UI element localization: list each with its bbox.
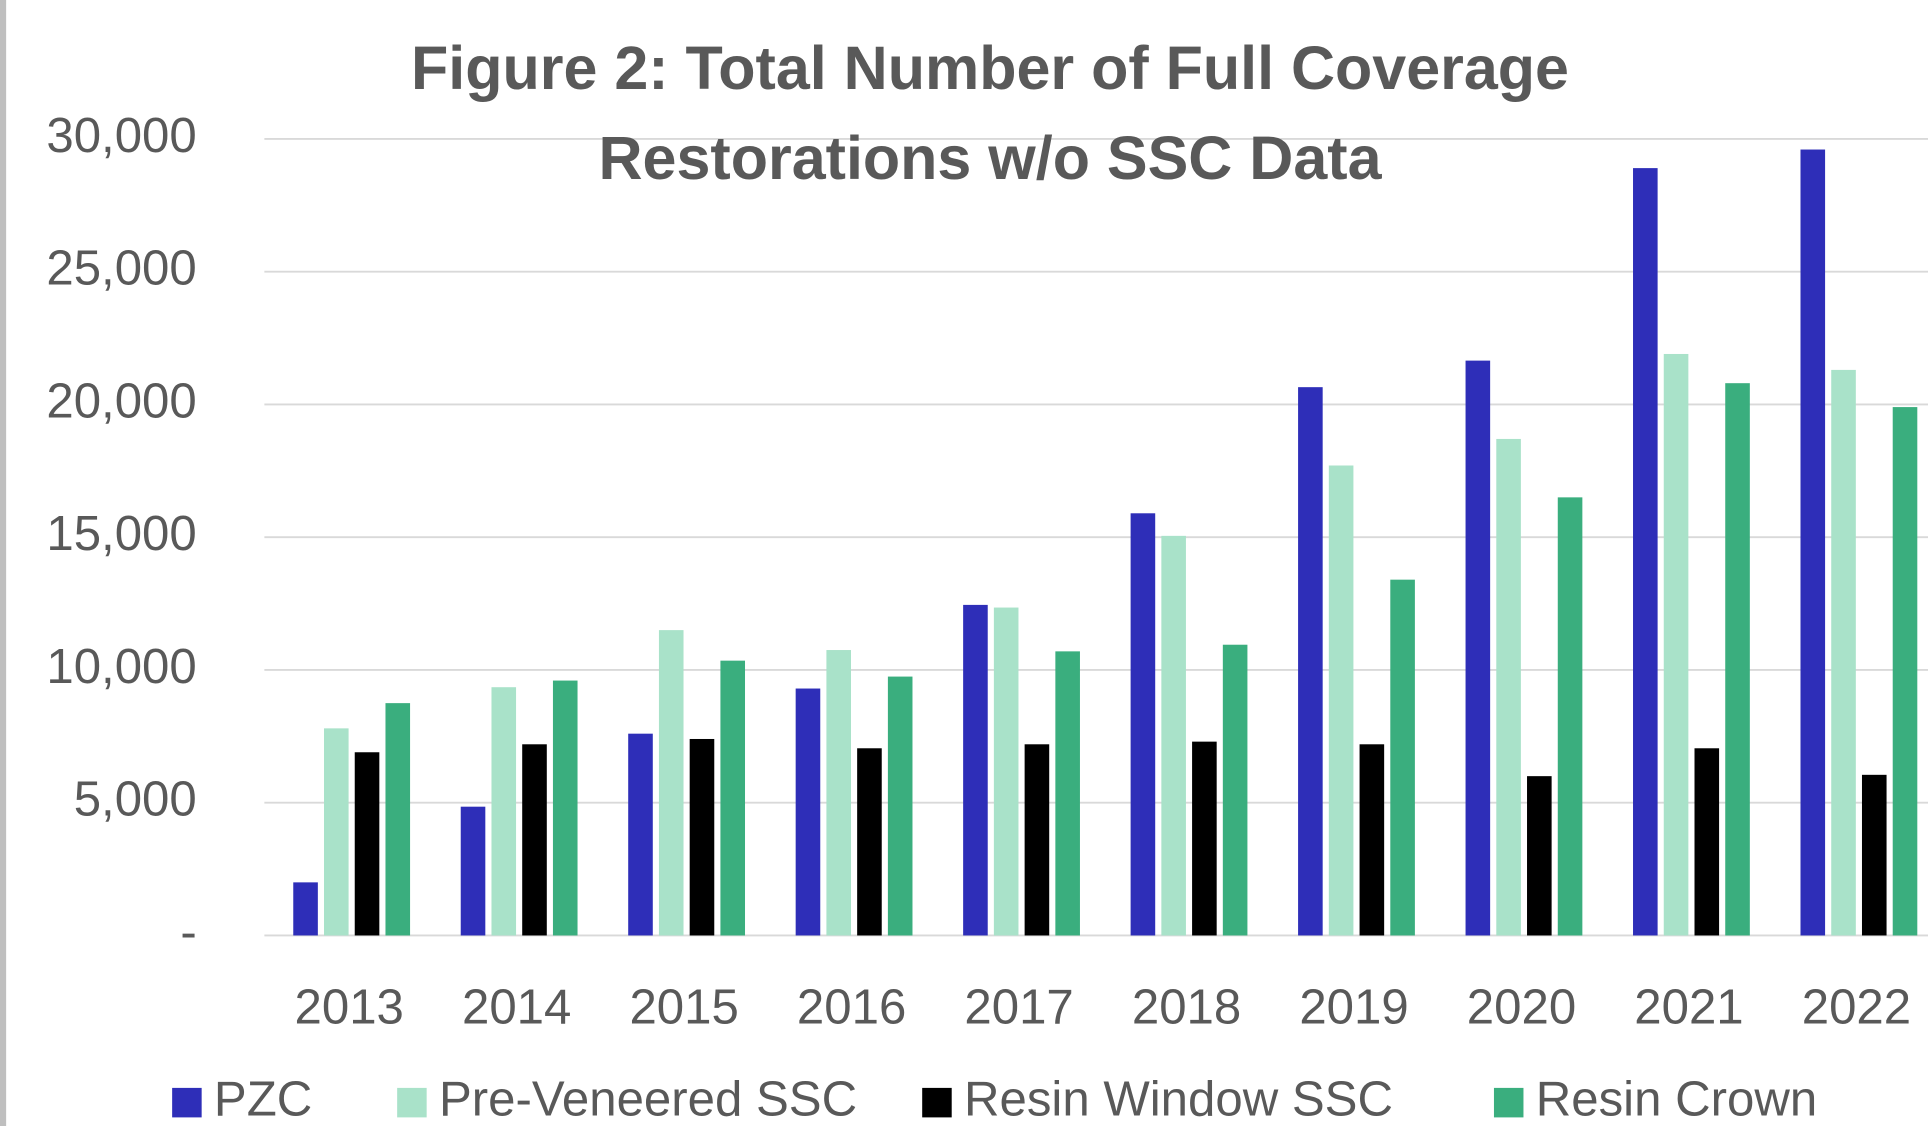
bar [689, 738, 715, 936]
x-tick-label: 2018 [1132, 979, 1241, 1034]
x-tick-label: 2015 [629, 979, 738, 1034]
chart-title: Figure 2: Total Number of Full Coverage … [411, 34, 1569, 192]
bar [826, 650, 852, 936]
x-tick-label: 2020 [1467, 979, 1576, 1034]
bar [963, 604, 988, 936]
y-tick-label: 5,000 [74, 772, 197, 827]
x-tick-label: 2021 [1634, 979, 1743, 1034]
bar [385, 703, 411, 936]
bar [1055, 651, 1080, 936]
x-tick-label: 2013 [295, 979, 404, 1034]
bar [460, 806, 486, 936]
left-border [0, 0, 7, 1126]
bar [522, 744, 547, 936]
y-tick-label: 25,000 [46, 241, 196, 296]
bar [1800, 149, 1826, 936]
bar [1527, 776, 1552, 936]
y-tick-label: 30,000 [46, 108, 196, 163]
legend-swatch [397, 1087, 427, 1118]
legend-label: Resin Crown [1536, 1072, 1817, 1126]
bar [887, 676, 913, 936]
x-tick-label: 2022 [1802, 979, 1911, 1034]
bar [1222, 644, 1248, 936]
bar [1192, 741, 1217, 936]
x-tick-label: 2019 [1299, 979, 1408, 1034]
bar [1328, 465, 1354, 936]
bar [491, 687, 517, 936]
bar [628, 733, 653, 936]
bar [1694, 748, 1720, 936]
bar [552, 680, 578, 936]
legend-label: Pre-Veneered SSC [439, 1072, 857, 1126]
y-tick-label: 10,000 [46, 639, 196, 694]
bar [1390, 579, 1415, 936]
bar [993, 607, 1019, 936]
legend-label: Resin Window SSC [964, 1072, 1393, 1126]
bar [1725, 383, 1750, 936]
bar [658, 630, 684, 936]
bar [1663, 353, 1689, 936]
legend-label: PZC [214, 1072, 312, 1126]
bar [1161, 535, 1186, 936]
bar [720, 660, 746, 936]
bar [1861, 774, 1887, 936]
y-tick-label: 15,000 [46, 506, 196, 561]
y-tick-label: - [180, 904, 196, 959]
bar [1831, 369, 1856, 936]
bar [1465, 360, 1491, 936]
bar [1024, 744, 1050, 936]
legend-swatch [172, 1087, 202, 1118]
bar [1130, 513, 1156, 936]
bar [857, 748, 882, 936]
bar [323, 728, 349, 936]
bar [1496, 438, 1521, 936]
y-tick-label: 20,000 [46, 373, 196, 428]
bar [354, 752, 380, 936]
bar [1557, 497, 1583, 936]
bar [1298, 387, 1323, 936]
bar [1892, 407, 1918, 936]
bar [293, 882, 318, 936]
x-tick-label: 2016 [797, 979, 906, 1034]
x-tick-label: 2017 [964, 979, 1073, 1034]
bar [795, 688, 821, 936]
bar [1359, 744, 1385, 936]
bar [1633, 168, 1658, 936]
legend-swatch [922, 1087, 952, 1118]
x-tick-label: 2014 [462, 979, 571, 1034]
legend-swatch [1493, 1087, 1524, 1118]
